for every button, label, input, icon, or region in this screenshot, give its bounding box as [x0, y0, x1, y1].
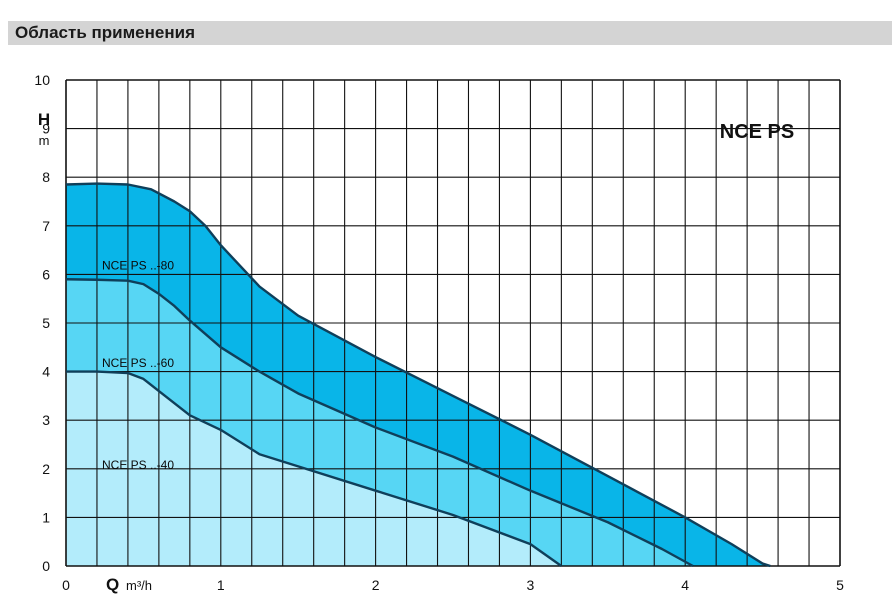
- section-header: Область применения: [8, 21, 892, 45]
- y-tick-label: 6: [42, 266, 50, 282]
- x-tick-label: 4: [681, 577, 689, 593]
- section-title: Область применения: [15, 23, 196, 42]
- chart-curves: [65, 182, 771, 568]
- chart-areas: [66, 183, 771, 566]
- chart-ticks: 0 1 2 3 4 5 6 7 8 9 10 0 1 2 3 4 5: [34, 72, 844, 593]
- y-tick-label: 8: [42, 169, 50, 185]
- chart-title: NCE PS: [720, 121, 794, 143]
- y-tick-label: 0: [42, 558, 50, 574]
- x-tick-label: 0: [62, 577, 70, 593]
- y-axis-label: H: [38, 110, 50, 129]
- series-label: NCE PS ..-80: [102, 259, 174, 273]
- x-tick-label: 5: [836, 577, 844, 593]
- y-tick-label: 3: [42, 412, 50, 428]
- series-label: NCE PS ..-40: [102, 458, 174, 472]
- y-tick-label: 5: [42, 315, 50, 331]
- y-tick-label: 4: [42, 364, 50, 380]
- y-tick-label: 7: [42, 218, 50, 234]
- x-axis-unit: m³/h: [126, 578, 152, 593]
- curve-series-0: [65, 182, 771, 568]
- chart-grid: [65, 79, 841, 567]
- y-axis-unit: m: [39, 133, 50, 148]
- x-axis-label: Q: [106, 575, 119, 594]
- y-tick-label: 10: [34, 72, 50, 88]
- y-tick-label: 2: [42, 461, 50, 477]
- x-tick-label: 3: [527, 577, 535, 593]
- y-tick-label: 9: [42, 121, 50, 137]
- curve-series-1: [65, 278, 694, 568]
- series-label: NCE PS ..-60: [102, 356, 174, 370]
- x-tick-label: 2: [372, 577, 380, 593]
- y-tick-label: 1: [42, 509, 50, 525]
- chart-labels: NCE PS ..-80 NCE PS ..-60 NCE PS ..-40: [102, 259, 174, 472]
- curve-series-2: [66, 370, 563, 567]
- x-tick-label: 1: [217, 577, 225, 593]
